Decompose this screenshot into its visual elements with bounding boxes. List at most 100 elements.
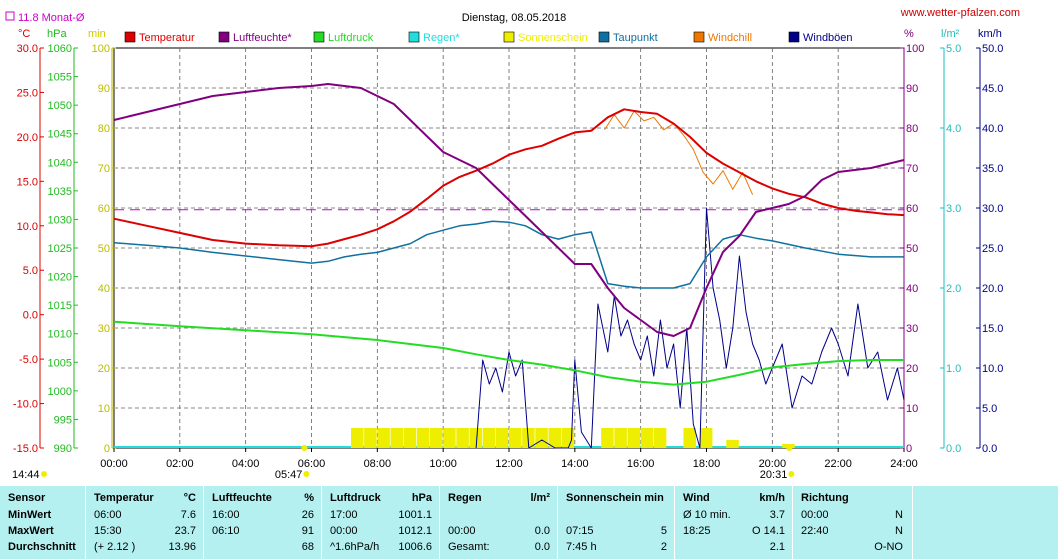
humidity-axis-tick-label: 50	[906, 243, 918, 255]
x-tick-label: 22:00	[824, 458, 852, 470]
pressure-axis-tick-label: 1000	[48, 386, 72, 398]
column-unit: %	[304, 492, 314, 504]
cell-time: 15:30	[94, 525, 122, 537]
axes-left: 30.0 25.0 20.0 15.0 10.0 5.0 0.0 -5.0 -10.0 -15.0…	[13, 43, 116, 455]
x-tick-label: 18:00	[693, 458, 721, 470]
weather-chart: Dienstag, 08.05.2018 www.wetter-pfalzen.…	[5, 7, 1020, 481]
pressure-axis-tick-label: 1045	[48, 129, 72, 141]
humidity-axis-tick-label: 10	[906, 403, 918, 415]
cell-time: 00:00	[330, 525, 358, 537]
sun-bar	[364, 428, 377, 448]
series-temperatur	[113, 108, 905, 248]
month-avg-label: 11.8 Monat-Ø	[18, 12, 85, 24]
humidity-axis-tick-label: 30	[906, 323, 918, 335]
table-separator	[203, 486, 204, 559]
x-tick-label: 08:00	[364, 458, 392, 470]
sunrise-label: 05:47	[275, 469, 303, 481]
cell-value: O-NO	[874, 541, 903, 553]
cell-time: Gesamt:	[448, 541, 490, 553]
humidity-axis-tick-label: 80	[906, 123, 918, 135]
site-link[interactable]: www.wetter-pfalzen.com	[900, 7, 1020, 19]
table-separator	[85, 486, 86, 559]
temp-axis-tick-label: 0.0	[23, 310, 38, 322]
pressure-axis-tick-label: 1035	[48, 186, 72, 198]
cell-value: 68	[301, 541, 314, 553]
legend-swatch	[313, 31, 325, 43]
sun-axis-tick-label: 90	[98, 83, 110, 95]
sun-axis-tick-label: 50	[98, 243, 110, 255]
sun-bar	[403, 428, 417, 448]
legend-swatch	[598, 31, 610, 43]
column-header: Regen	[448, 492, 482, 504]
series-windchill	[604, 110, 754, 195]
cell-time: 18:25	[683, 525, 711, 537]
sun-bar	[614, 428, 627, 448]
cell-time: 06:00	[94, 509, 122, 521]
row-label: Durchschnitt	[8, 541, 76, 553]
humidity-axis-tick-label: 40	[906, 283, 918, 295]
sun-bar	[495, 428, 509, 448]
sun-axis-tick-label: 40	[98, 283, 110, 295]
pressure-axis-tick-label: 1025	[48, 243, 72, 255]
wind-axis-tick-label: 15.0	[982, 323, 1003, 335]
cell-time: ^1.6hPa/h	[330, 541, 380, 553]
sun-bar	[627, 428, 641, 448]
legend-label: Windböen	[803, 32, 853, 44]
wind-axis-tick-label: 30.0	[982, 203, 1003, 215]
column-unit: hPa	[411, 492, 432, 504]
column-header: Sonnenschein min	[566, 492, 664, 504]
cell-value: 1006.6	[398, 541, 432, 553]
rain-axis-tick-label: 5.0	[946, 43, 961, 55]
rain-axis-tick-label: 4.0	[946, 123, 961, 135]
sun-bar	[535, 428, 548, 448]
wind-axis-tick-label: 35.0	[982, 163, 1003, 175]
wind-axis-tick-label: 25.0	[982, 243, 1003, 255]
wind-axis-tick-label: 45.0	[982, 83, 1003, 95]
column-unit: km/h	[759, 492, 785, 504]
table-separator	[912, 486, 913, 559]
rain-axis-tick-label: 3.0	[946, 203, 961, 215]
pressure-axis-tick-label: 995	[54, 414, 72, 426]
stats-table: Sensor MinWert MaxWert Durchschnitt Temperat…	[0, 486, 1058, 559]
sunrise-marker-icon	[303, 471, 310, 477]
x-tick-label: 24:00	[890, 458, 918, 470]
sun-bar	[430, 428, 443, 448]
sunset-label: 20:31	[760, 469, 788, 481]
sun-bar	[601, 428, 614, 448]
pressure-axis-tick-label: 1050	[48, 100, 72, 112]
series-luftfeuchte	[113, 83, 905, 337]
cell-time: 22:40	[801, 525, 829, 537]
temp-axis-tick-label: 10.0	[17, 221, 38, 233]
x-tick-label: 02:00	[166, 458, 194, 470]
x-tick-label: 20:00	[759, 458, 787, 470]
sun-axis-tick-label: 60	[98, 203, 110, 215]
column-header: Luftfeuchte	[212, 492, 272, 504]
temp-axis-tick-label: -15.0	[13, 443, 38, 455]
cell-value: 2.1	[769, 541, 785, 553]
row-label: MaxWert	[8, 525, 54, 537]
cell-value: 5	[660, 525, 667, 537]
x-tick-label: 14:00	[561, 458, 589, 470]
wind-axis-tick-label: 10.0	[982, 363, 1003, 375]
cell-value: 13.96	[168, 541, 196, 553]
cell-time: 00:00	[801, 509, 829, 521]
series-taupunkt	[113, 220, 904, 289]
cell-value: 7.6	[180, 509, 196, 521]
sun-bar	[377, 428, 390, 448]
sun-axis-tick-label: 10	[98, 403, 110, 415]
wind-axis-tick-label: 0.0	[982, 443, 997, 455]
sun-bar	[456, 428, 469, 448]
series-luftdruck	[113, 320, 904, 386]
cell-value: 1012.1	[398, 525, 432, 537]
sun-bar	[443, 428, 456, 448]
sun-bar	[351, 428, 364, 448]
x-axis: 00:00 02:00 04:00 06:00 08:00 10:00 12:00 14:00…	[100, 448, 918, 470]
sunrise-icon	[301, 445, 308, 451]
row-label: MinWert	[8, 509, 52, 521]
cell-value: 26	[301, 509, 314, 521]
cell-time: 07:15	[566, 525, 594, 537]
pressure-axis-tick-label: 1040	[48, 157, 72, 169]
cell-value: 3.7	[769, 509, 785, 521]
cell-time: 06:10	[212, 525, 240, 537]
column-unit: °C	[183, 492, 196, 504]
